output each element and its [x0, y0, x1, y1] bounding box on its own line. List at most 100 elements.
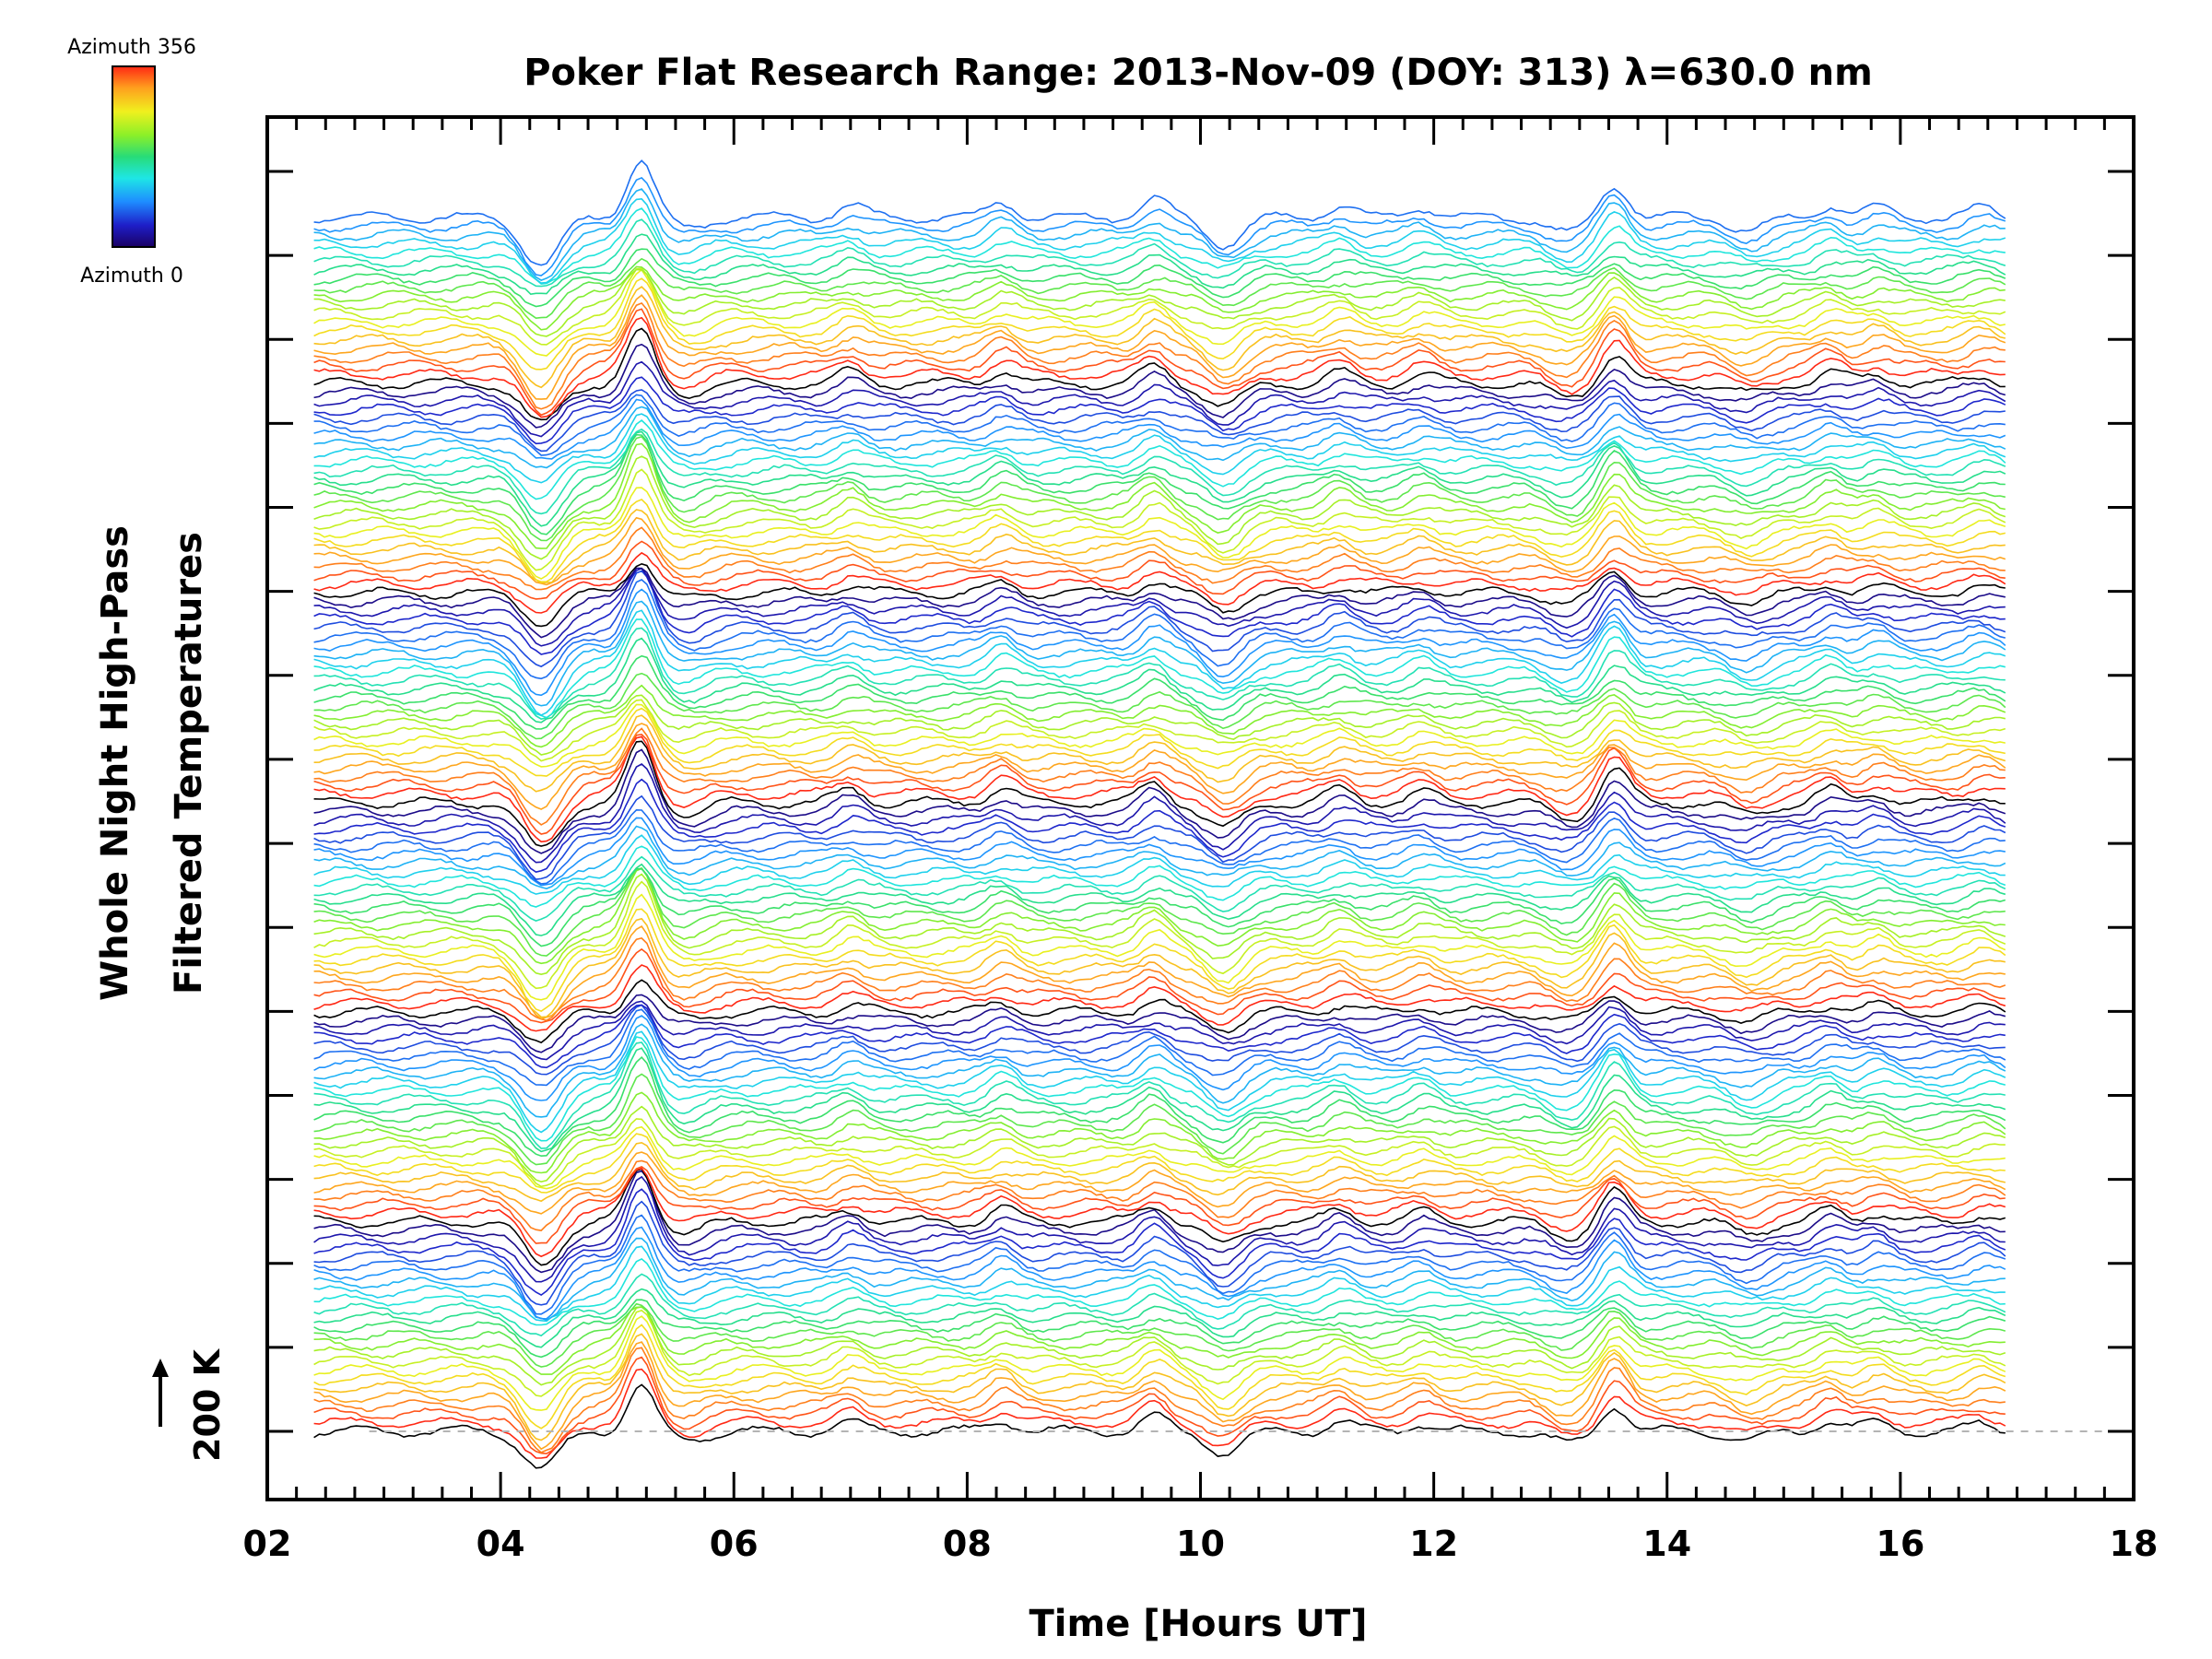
series-line [313, 1302, 2006, 1368]
scale-indicator: 200 K [152, 1347, 228, 1462]
series-line [313, 430, 2006, 527]
series-line [313, 1105, 2006, 1183]
series-lines [313, 159, 2006, 1469]
series-line [313, 740, 2006, 847]
series-line [313, 880, 2006, 990]
series-line [313, 562, 2006, 628]
series-line [313, 694, 2006, 756]
chart-title: Poker Flat Research Range: 2013-Nov-09 (… [524, 52, 1873, 94]
series-line [313, 265, 2006, 331]
series-line [313, 873, 2006, 976]
series-line [313, 551, 2006, 614]
series-line [313, 1166, 2006, 1244]
series-line [313, 600, 2006, 707]
series-line [313, 197, 2006, 284]
series-line [313, 376, 2006, 445]
series-line [313, 727, 2006, 826]
series-line [313, 707, 2006, 777]
series-line [313, 301, 2006, 410]
series-line [313, 267, 2006, 346]
x-tick-label: 18 [2110, 1524, 2159, 1564]
series-line [313, 1356, 2006, 1455]
series-line [313, 1306, 2006, 1375]
series-line [313, 588, 2006, 697]
series-line [313, 207, 2006, 285]
series-line [313, 1341, 2006, 1451]
series-line [313, 1175, 2006, 1283]
series-line [313, 1041, 2006, 1149]
series-line [313, 1299, 2006, 1359]
axis-ticks [265, 117, 2136, 1500]
series-line [313, 1200, 2006, 1306]
series-line [313, 468, 2006, 571]
series-line [313, 609, 2006, 716]
series-line [313, 1257, 2006, 1326]
series-line [313, 867, 2006, 965]
series-line [313, 188, 2006, 281]
series-line [313, 1133, 2006, 1194]
series-line [313, 979, 2006, 1044]
series-line [313, 1273, 2006, 1337]
series-line [313, 316, 2006, 418]
series-line [313, 1315, 2006, 1411]
series-line [313, 418, 2006, 500]
scale-arrow-head [152, 1359, 169, 1377]
x-tick-labels: 02 04 06 08 10 12 14 16 18 [243, 1524, 2159, 1564]
series-line [313, 748, 2006, 854]
series-line [313, 723, 2006, 810]
series-line [313, 1141, 2006, 1203]
series-line [313, 817, 2006, 887]
series-line [313, 567, 2006, 647]
series-line [313, 394, 2006, 456]
series-line [313, 1008, 2006, 1087]
series-line [313, 294, 2006, 400]
series-line [313, 1091, 2006, 1174]
series-line [313, 863, 2006, 936]
series-line [313, 579, 2006, 680]
series-line [313, 1245, 2006, 1323]
series-line [313, 1214, 2006, 1315]
series-line [313, 672, 2006, 740]
series-line [313, 1368, 2006, 1459]
series-line [313, 637, 2006, 724]
series-line [313, 433, 2006, 535]
series-line [313, 1305, 2006, 1386]
x-axis-label: Time [Hours UT] [1030, 1603, 1368, 1645]
series-line [313, 435, 2006, 542]
colorbar-bottom-label: Azimuth 0 [80, 265, 183, 288]
series-line [313, 516, 2006, 586]
series-line [313, 413, 2006, 484]
series-line [313, 277, 2006, 371]
series-line [313, 398, 2006, 460]
series-line [313, 1015, 2006, 1101]
series-line [313, 268, 2006, 357]
series-line [313, 825, 2006, 889]
x-tick-label: 16 [1876, 1524, 1924, 1564]
series-line [313, 1073, 2006, 1166]
series-line [313, 1309, 2006, 1397]
series-line [313, 286, 2006, 389]
x-tick-label: 04 [477, 1524, 525, 1564]
series-line [313, 699, 2006, 762]
series-line [313, 908, 2006, 1012]
series-line [313, 567, 2006, 639]
series-line [313, 257, 2006, 320]
colorbar: Azimuth 356 Azimuth 0 [67, 36, 196, 288]
series-line [313, 808, 2006, 885]
series-line [313, 964, 2006, 1032]
colorbar-gradient [112, 65, 156, 248]
plot-frame [265, 115, 2136, 1501]
series-line [313, 845, 2006, 908]
series-line [313, 233, 2006, 296]
series-line [313, 947, 2006, 1024]
series-line [313, 1000, 2006, 1061]
series-line [313, 925, 2006, 1020]
series-line [313, 1004, 2006, 1069]
series-line [313, 1036, 2006, 1142]
series-line [313, 498, 2006, 583]
series-line [313, 1118, 2006, 1188]
series-line [313, 794, 2006, 880]
series-line [313, 1188, 2006, 1297]
x-tick-label: 08 [943, 1524, 992, 1564]
series-line [313, 360, 2006, 438]
